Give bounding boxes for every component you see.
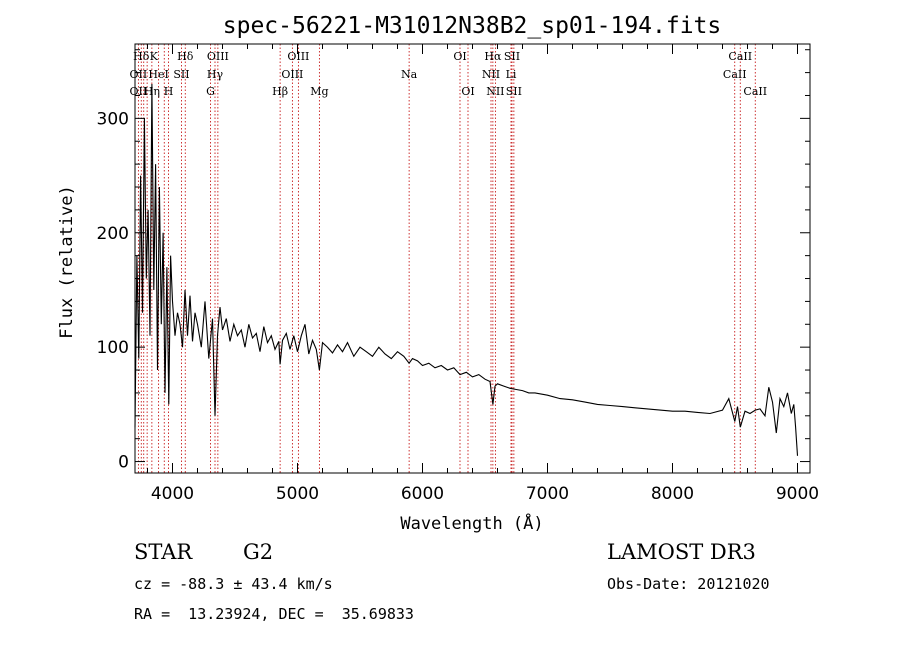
- line-label: CaII: [728, 50, 752, 63]
- object-class: STAR: [134, 540, 193, 564]
- line-label: Na: [401, 68, 418, 81]
- line-label: Hγ: [207, 68, 224, 81]
- plot-frame: [134, 43, 811, 474]
- line-label: Li: [506, 68, 517, 81]
- line-label: SII: [506, 85, 522, 98]
- line-label: OIII: [281, 68, 303, 81]
- line-label: SII: [173, 68, 189, 81]
- line-label: H: [164, 85, 174, 98]
- axis-ticks: 4000 5000 6000 7000 8000 9000 0 100 200 300: [97, 44, 819, 504]
- line-label: HeI: [148, 68, 168, 81]
- line-label: G: [206, 85, 215, 98]
- emission-line-markers: [137, 44, 756, 473]
- line-label: OI: [461, 85, 474, 98]
- line-label: OIII: [207, 50, 229, 63]
- line-label: CaII: [723, 68, 747, 81]
- chart-title: spec-56221-M31012N38B2_sp01-194.fits: [223, 13, 722, 39]
- line-label: OII: [130, 68, 148, 81]
- line-label: NII: [482, 68, 500, 81]
- line-label: SII: [504, 50, 520, 63]
- y-tick-label: 300: [97, 109, 129, 129]
- line-label: Hη: [144, 85, 160, 98]
- line-label: K: [150, 50, 159, 63]
- x-tick-label: 8000: [651, 484, 694, 504]
- line-label: OIII: [287, 50, 309, 63]
- line-label: OI: [453, 50, 466, 63]
- y-axis-label: Flux (relative): [57, 185, 77, 339]
- line-label: CaII: [743, 85, 767, 98]
- line-label: Hβ: [272, 85, 288, 98]
- x-tick-label: 7000: [526, 484, 569, 504]
- line-label: Mg: [310, 85, 328, 98]
- coordinates: RA = 13.23924, DEC = 35.69833: [134, 605, 414, 623]
- x-tick-label: 4000: [151, 484, 194, 504]
- object-subclass: G2: [243, 540, 274, 564]
- line-label: Hα: [484, 50, 502, 63]
- line-label: Hδ: [177, 50, 194, 63]
- observation-date: Obs-Date: 20121020: [607, 575, 770, 593]
- x-axis-label: Wavelength (Å): [400, 512, 543, 534]
- y-tick-label: 200: [97, 224, 129, 244]
- line-label: NII: [486, 85, 504, 98]
- spectrum-series-line: [134, 83, 799, 456]
- line-label: OII: [130, 85, 148, 98]
- y-tick-label: 0: [118, 453, 129, 473]
- survey-name: LAMOST DR3: [607, 540, 756, 564]
- redshift-velocity: cz = -88.3 ± 43.4 km/s: [134, 575, 333, 593]
- x-tick-label: 9000: [776, 484, 819, 504]
- line-label: Hδ: [133, 50, 150, 63]
- x-tick-label: 6000: [401, 484, 444, 504]
- y-tick-label: 100: [97, 338, 129, 358]
- x-tick-label: 5000: [276, 484, 319, 504]
